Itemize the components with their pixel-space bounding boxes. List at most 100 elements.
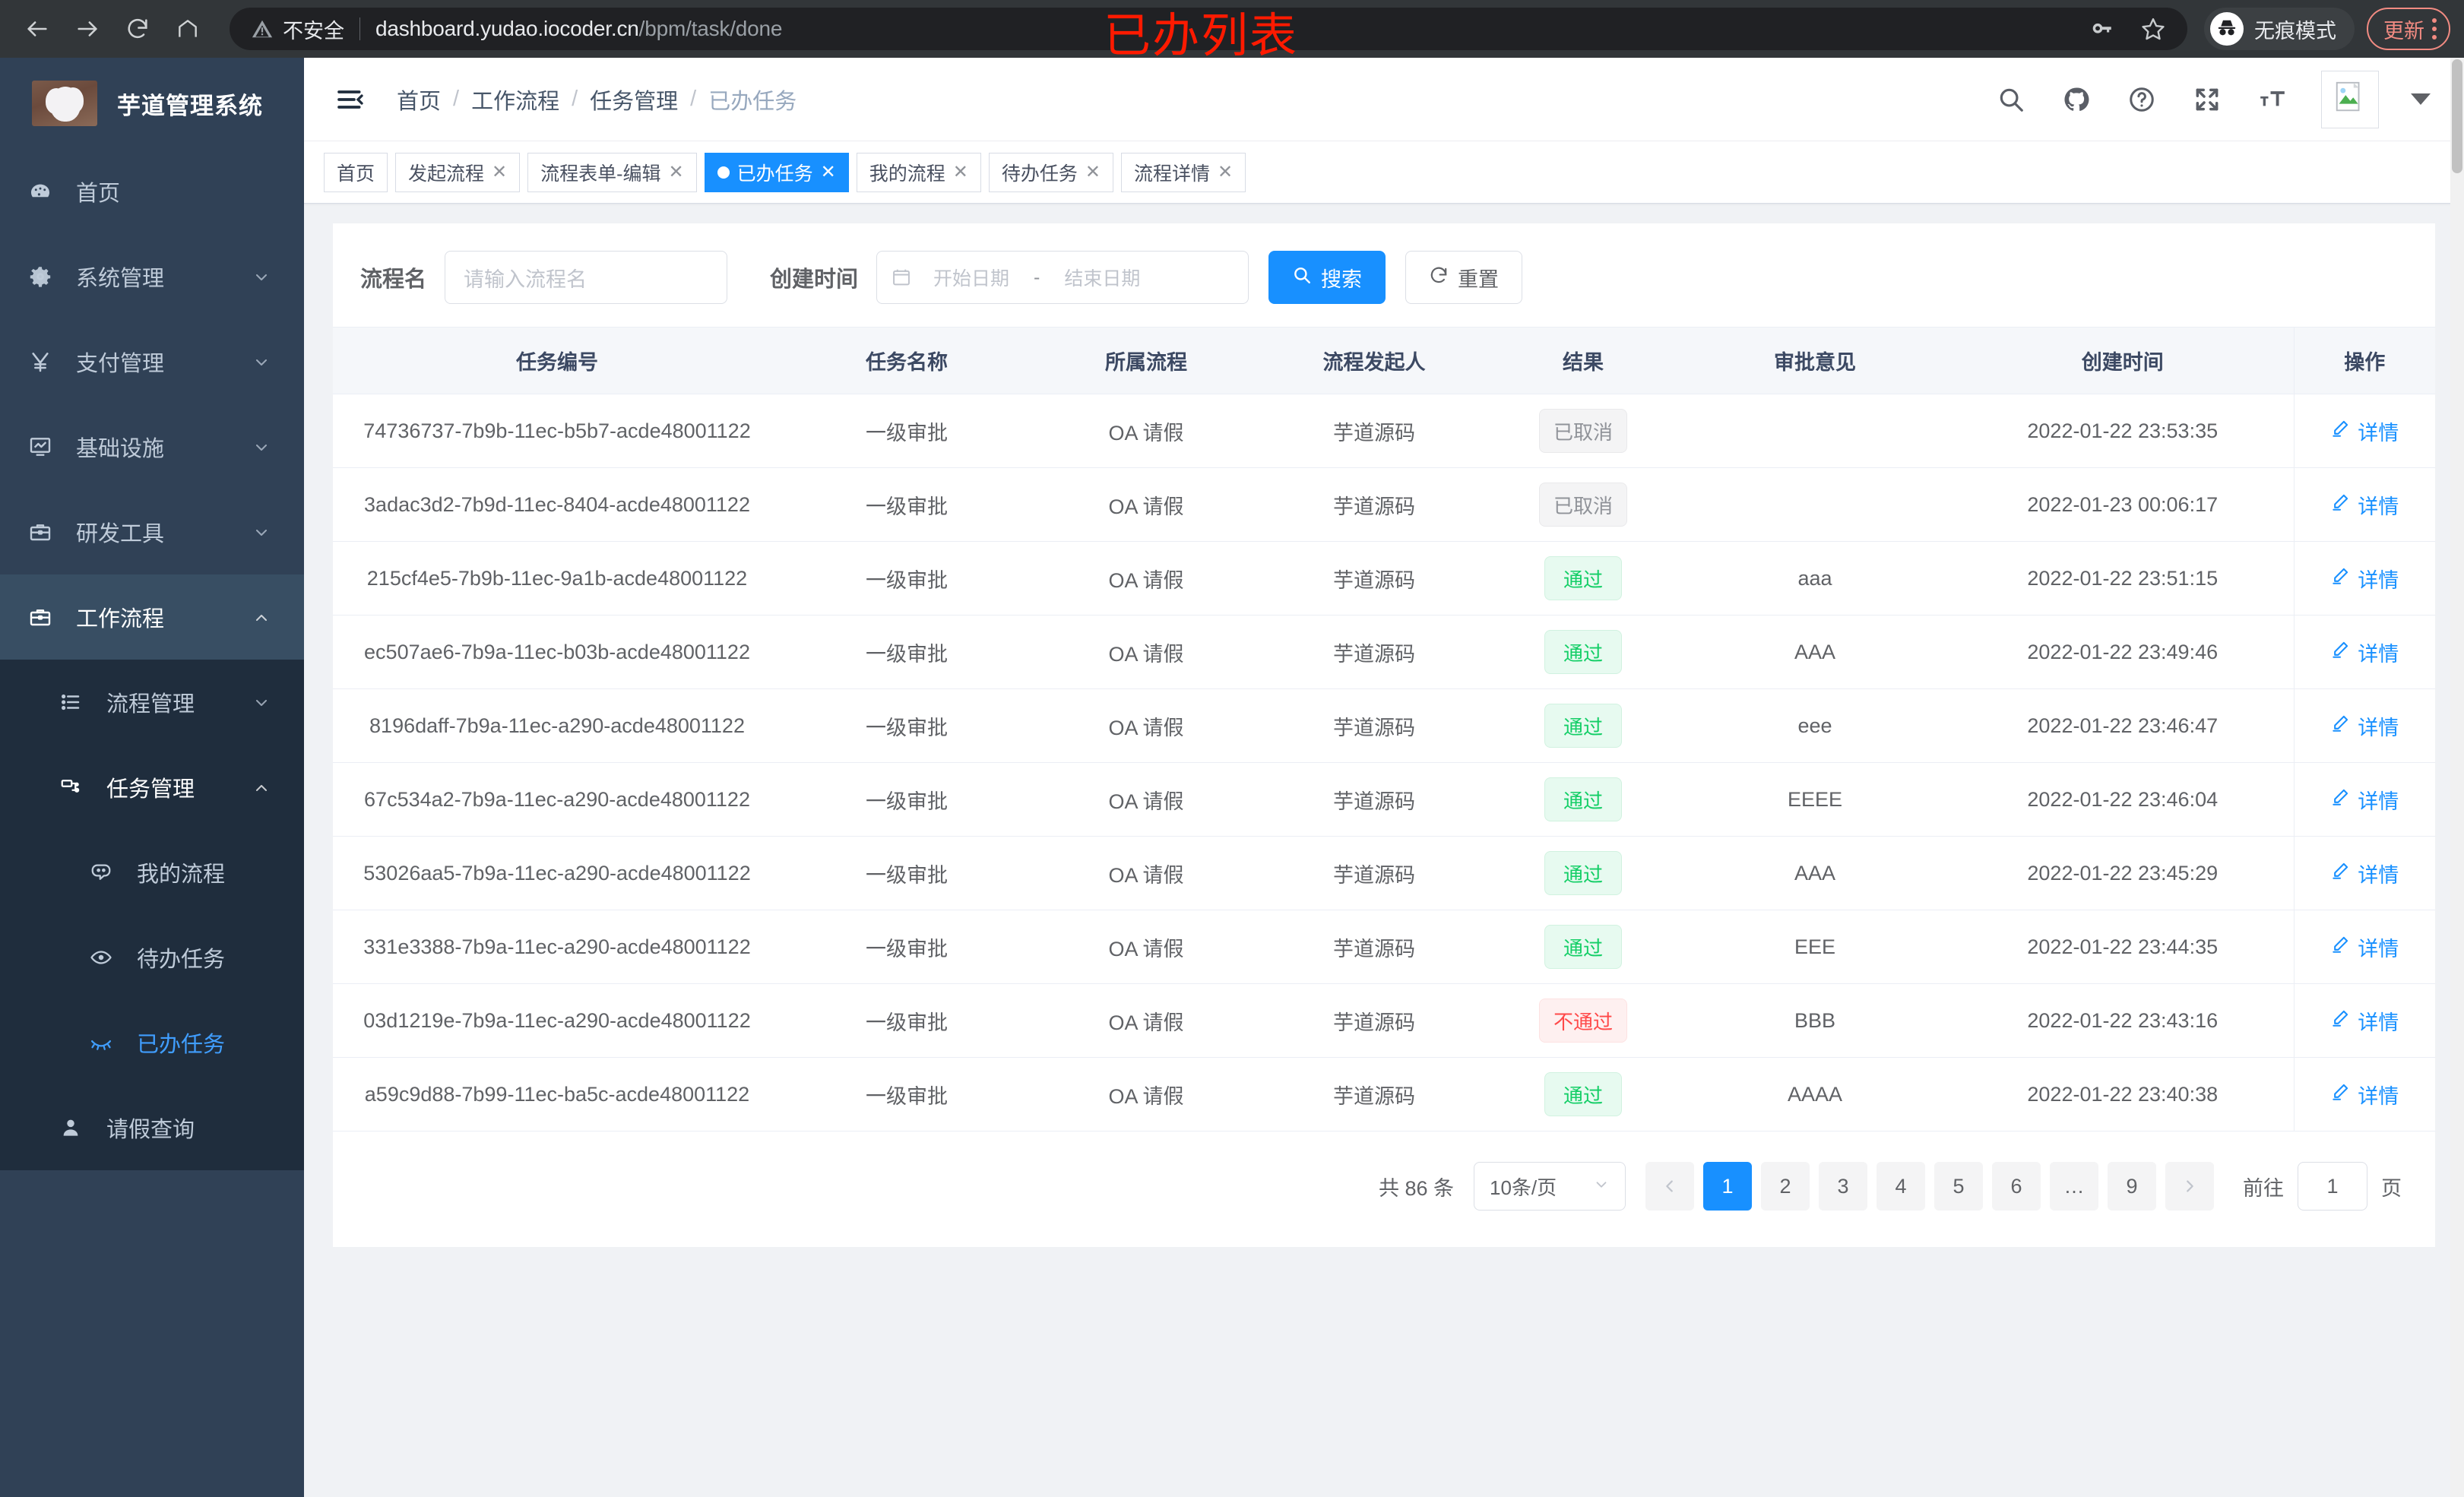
sidebar-item-payment[interactable]: 支付管理 bbox=[0, 319, 304, 404]
fullscreen-icon[interactable] bbox=[2190, 83, 2224, 116]
edit-pencil-icon bbox=[2330, 935, 2350, 960]
sidebar-item-infrastructure[interactable]: 基础设施 bbox=[0, 404, 304, 489]
page-size-select[interactable]: 10条/页 bbox=[1474, 1162, 1626, 1211]
search-button[interactable]: 搜索 bbox=[1268, 251, 1386, 304]
chevron-down-icon[interactable] bbox=[2411, 93, 2431, 105]
detail-button[interactable]: 详情 bbox=[2330, 1006, 2399, 1036]
end-date-placeholder: 结束日期 bbox=[1064, 268, 1141, 290]
tab-done-task[interactable]: 已办任务 ✕ bbox=[704, 152, 849, 192]
detail-button[interactable]: 详情 bbox=[2330, 638, 2399, 667]
breadcrumb-item[interactable]: 首页 bbox=[397, 89, 442, 114]
sidebar-item-leave-query[interactable]: 请假查询 bbox=[0, 1085, 304, 1170]
sidebar-item-devtools[interactable]: 研发工具 bbox=[0, 489, 304, 574]
detail-button[interactable]: 详情 bbox=[2330, 416, 2399, 446]
avatar-image-icon bbox=[2333, 80, 2367, 119]
jump-page-input[interactable]: 1 bbox=[2298, 1162, 2367, 1211]
detail-button[interactable]: 详情 bbox=[2330, 859, 2399, 888]
close-icon[interactable]: ✕ bbox=[952, 161, 968, 182]
pagination-ellipsis[interactable]: … bbox=[2050, 1162, 2098, 1211]
sidebar-item-task-management[interactable]: 任务管理 bbox=[0, 745, 304, 830]
pagination-page-button[interactable]: 3 bbox=[1819, 1162, 1867, 1211]
address-bar[interactable]: 不安全 dashboard.yudao.iocoder.cn/bpm/task/… bbox=[230, 8, 2187, 50]
gear-icon bbox=[27, 264, 53, 290]
edit-pencil-icon bbox=[2330, 861, 2350, 886]
pagination-page-button[interactable]: 4 bbox=[1877, 1162, 1925, 1211]
breadcrumb-item[interactable]: 工作流程 bbox=[471, 89, 560, 114]
sidebar-item-my-process[interactable]: 我的流程 bbox=[0, 830, 304, 915]
tab-home[interactable]: 首页 bbox=[324, 152, 388, 192]
scrollbar-thumb[interactable] bbox=[2452, 59, 2462, 173]
reload-icon bbox=[125, 16, 150, 42]
column-header-task-id: 任务编号 bbox=[333, 327, 781, 394]
forward-button[interactable] bbox=[64, 5, 111, 52]
avatar[interactable] bbox=[2321, 70, 2379, 128]
detail-button[interactable]: 详情 bbox=[2330, 490, 2399, 520]
back-button[interactable] bbox=[14, 5, 61, 52]
breadcrumb-item[interactable]: 任务管理 bbox=[590, 89, 679, 114]
sidebar-brand[interactable]: 芋道管理系统 bbox=[0, 58, 304, 149]
cell-initiator: 芋道源码 bbox=[1260, 541, 1488, 616]
pagination-next-button[interactable] bbox=[2165, 1162, 2214, 1211]
star-icon[interactable] bbox=[2140, 16, 2166, 42]
close-icon[interactable]: ✕ bbox=[492, 161, 508, 182]
edit-pencil-icon bbox=[2330, 492, 2350, 517]
incognito-hat-icon bbox=[2210, 12, 2244, 46]
tab-start-process[interactable]: 发起流程 ✕ bbox=[395, 152, 521, 192]
close-icon[interactable]: ✕ bbox=[820, 161, 836, 182]
cell-operation: 详情 bbox=[2293, 541, 2435, 616]
kebab-menu-icon[interactable] bbox=[2432, 18, 2437, 40]
pagination-page-button[interactable]: 6 bbox=[1992, 1162, 2041, 1211]
sidebar-item-system[interactable]: 系统管理 bbox=[0, 234, 304, 319]
close-icon[interactable]: ✕ bbox=[1085, 161, 1101, 182]
sidebar-item-workflow[interactable]: 工作流程 bbox=[0, 574, 304, 660]
hamburger-icon[interactable] bbox=[334, 84, 366, 116]
pagination-page-button[interactable]: 1 bbox=[1703, 1162, 1752, 1211]
page-scrollbar[interactable] bbox=[2450, 58, 2464, 1497]
pagination-page-button[interactable]: 9 bbox=[2108, 1162, 2156, 1211]
pagination-page-button[interactable]: 5 bbox=[1934, 1162, 1983, 1211]
create-time-range-picker[interactable]: 开始日期 - 结束日期 bbox=[876, 251, 1249, 304]
key-icon[interactable] bbox=[2089, 16, 2114, 42]
font-size-icon[interactable] bbox=[2256, 83, 2289, 116]
search-icon[interactable] bbox=[1994, 83, 2028, 116]
sidebar-item-home[interactable]: 首页 bbox=[0, 149, 304, 234]
help-circle-icon[interactable] bbox=[2125, 83, 2158, 116]
breadcrumb-separator: / bbox=[572, 87, 578, 111]
close-icon[interactable]: ✕ bbox=[668, 161, 684, 182]
cell-name: 一级审批 bbox=[781, 762, 1032, 837]
page-size-value: 10条/页 bbox=[1490, 1176, 1557, 1199]
cell-process: OA 请假 bbox=[1032, 910, 1260, 984]
detail-button[interactable]: 详情 bbox=[2330, 785, 2399, 815]
home-button[interactable] bbox=[164, 5, 211, 52]
detail-button[interactable]: 详情 bbox=[2330, 932, 2399, 962]
incognito-indicator[interactable]: 无痕模式 bbox=[2204, 8, 2355, 50]
close-icon[interactable]: ✕ bbox=[1217, 161, 1234, 182]
tab-process-form-edit[interactable]: 流程表单-编辑 ✕ bbox=[527, 152, 697, 192]
pagination-prev-button[interactable] bbox=[1645, 1162, 1694, 1211]
update-button[interactable]: 更新 bbox=[2367, 8, 2450, 50]
reload-button[interactable] bbox=[114, 5, 161, 52]
sidebar-item-done-task[interactable]: 已办任务 bbox=[0, 1000, 304, 1085]
cell-created: 2022-01-22 23:46:04 bbox=[1952, 762, 2294, 837]
done-task-table: 任务编号 任务名称 所属流程 流程发起人 结果 审批意见 创建时间 操作 747… bbox=[333, 327, 2435, 1131]
tab-my-process[interactable]: 我的流程 ✕ bbox=[856, 152, 981, 192]
sidebar-item-process-management[interactable]: 流程管理 bbox=[0, 660, 304, 745]
github-icon[interactable] bbox=[2060, 83, 2093, 116]
tab-label: 待办任务 bbox=[1001, 163, 1078, 185]
detail-button[interactable]: 详情 bbox=[2330, 711, 2399, 741]
cell-id: a59c9d88-7b99-11ec-ba5c-acde48001122 bbox=[333, 1057, 781, 1131]
cell-result: 已取消 bbox=[1488, 467, 1678, 542]
pagination-page-button[interactable]: 2 bbox=[1761, 1162, 1810, 1211]
sidebar-item-todo-task[interactable]: 待办任务 bbox=[0, 915, 304, 1000]
process-name-input[interactable]: 请输入流程名 bbox=[445, 251, 728, 304]
back-arrow-icon bbox=[24, 16, 50, 42]
detail-button[interactable]: 详情 bbox=[2330, 564, 2399, 593]
tab-process-detail[interactable]: 流程详情 ✕ bbox=[1120, 152, 1246, 192]
reset-button[interactable]: 重置 bbox=[1405, 251, 1523, 304]
update-label: 更新 bbox=[2383, 19, 2424, 43]
detail-button[interactable]: 详情 bbox=[2330, 1080, 2399, 1109]
cell-created: 2022-01-22 23:43:16 bbox=[1952, 983, 2294, 1058]
yuan-icon bbox=[27, 349, 53, 375]
tab-todo-task[interactable]: 待办任务 ✕ bbox=[988, 152, 1113, 192]
cell-initiator: 芋道源码 bbox=[1260, 762, 1488, 837]
